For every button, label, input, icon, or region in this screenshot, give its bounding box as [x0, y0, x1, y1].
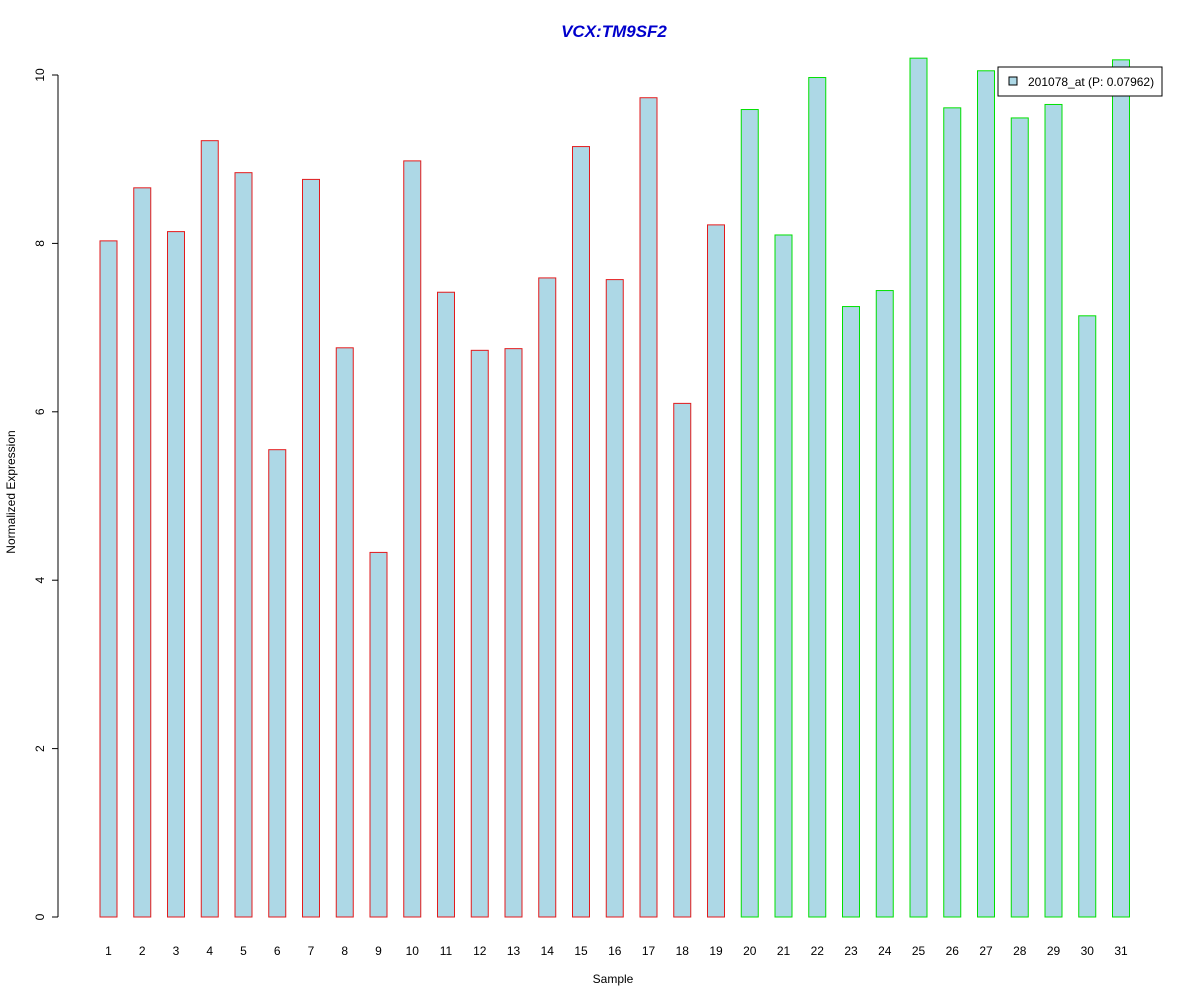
x-tick-label: 25 [912, 944, 926, 958]
x-tick-label: 21 [777, 944, 791, 958]
bar-sample-21 [774, 234, 793, 918]
bar-sample-20 [740, 109, 759, 918]
x-tick-label: 5 [240, 944, 247, 958]
x-tick-label: 10 [406, 944, 420, 958]
x-tick-label: 12 [473, 944, 487, 958]
x-tick-label: 16 [608, 944, 622, 958]
x-tick-label: 17 [642, 944, 656, 958]
bar-sample-29 [1044, 103, 1063, 918]
x-tick-label: 28 [1013, 944, 1027, 958]
bar-sample-28 [1010, 117, 1029, 918]
x-tick-label: 3 [173, 944, 180, 958]
x-tick-label: 14 [541, 944, 555, 958]
chart-title: VCX:TM9SF2 [561, 22, 667, 41]
x-tick-label: 30 [1081, 944, 1095, 958]
bar-sample-6 [268, 449, 287, 918]
x-tick-label: 24 [878, 944, 892, 958]
bar-sample-24 [875, 290, 894, 918]
bar-sample-16 [605, 279, 624, 918]
legend-label: 201078_at (P: 0.07962) [1028, 75, 1154, 89]
bar-sample-27 [977, 70, 995, 918]
legend-swatch [1008, 76, 1018, 86]
x-tick-label: 1 [105, 944, 112, 958]
bar-sample-22 [808, 77, 827, 918]
x-tick-label: 9 [375, 944, 382, 958]
bar-sample-5 [234, 172, 253, 918]
x-tick-labels: 1 2 3 4 5 6 7 8 9 10 11 12 13 14 15 16 17 18 19 20 21 22 23 24 2… [105, 944, 1128, 958]
x-tick-label: 4 [206, 944, 213, 958]
bar-sample-7 [302, 178, 320, 918]
x-tick-label: 22 [811, 944, 825, 958]
bar-sample-13 [504, 348, 523, 918]
y-tick-label: 2 [33, 745, 47, 752]
y-axis: 0 2 4 6 8 10 [33, 68, 59, 920]
bar-sample-4 [200, 140, 219, 918]
x-tick-label: 19 [709, 944, 723, 958]
bar-sample-1 [99, 240, 118, 918]
y-tick-label: 6 [33, 408, 47, 415]
bar-sample-19 [707, 224, 725, 918]
bar-sample-12 [470, 349, 489, 918]
x-tick-label: 26 [946, 944, 960, 958]
x-tick-label: 7 [308, 944, 315, 958]
bars-group [99, 57, 1130, 918]
y-axis-title: Normalized Expression [4, 430, 18, 553]
x-tick-label: 23 [844, 944, 858, 958]
x-axis-title: Sample [593, 972, 634, 986]
y-tick-label: 0 [33, 913, 47, 920]
bar-sample-14 [538, 277, 557, 918]
y-tick-label: 8 [33, 240, 47, 247]
bar-sample-15 [572, 146, 590, 918]
x-tick-label: 31 [1114, 944, 1128, 958]
x-tick-label: 29 [1047, 944, 1061, 958]
bar-sample-23 [842, 306, 860, 918]
x-tick-label: 6 [274, 944, 281, 958]
x-tick-label: 8 [341, 944, 348, 958]
x-tick-label: 15 [574, 944, 588, 958]
bar-sample-25 [909, 57, 928, 918]
bar-sample-30 [1078, 315, 1097, 918]
bar-sample-3 [167, 231, 185, 918]
bar-sample-31 [1112, 59, 1130, 918]
x-tick-label: 13 [507, 944, 521, 958]
y-tick-label: 10 [33, 68, 47, 82]
x-tick-label: 2 [139, 944, 146, 958]
x-tick-label: 20 [743, 944, 757, 958]
legend-box [997, 66, 1163, 97]
x-tick-label: 11 [440, 944, 453, 958]
bar-sample-9 [369, 551, 388, 918]
bar-sample-10 [403, 160, 422, 918]
y-tick-label: 4 [33, 577, 47, 584]
bar-sample-17 [639, 97, 658, 918]
bar-sample-2 [133, 187, 152, 918]
legend: 201078_at (P: 0.07962) [997, 66, 1163, 97]
bar-sample-11 [437, 291, 455, 918]
bar-sample-18 [673, 402, 692, 918]
bar-sample-8 [335, 347, 354, 918]
bar-sample-26 [943, 107, 962, 918]
x-tick-label: 18 [676, 944, 690, 958]
x-tick-label: 27 [979, 944, 993, 958]
